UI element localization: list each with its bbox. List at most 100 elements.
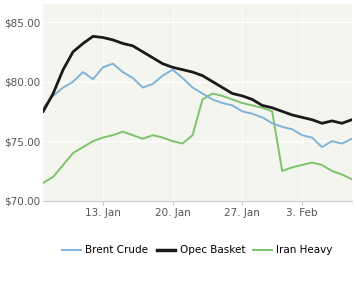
Iran Heavy [190, 134, 195, 137]
Brent Crude [131, 76, 135, 80]
Brent Crude [111, 62, 115, 65]
Brent Crude [180, 76, 185, 80]
Opec Basket [250, 98, 255, 101]
Opec Basket [151, 56, 155, 60]
Brent Crude [41, 106, 45, 110]
Opec Basket [260, 103, 265, 107]
Opec Basket [111, 38, 115, 42]
Iran Heavy [161, 136, 165, 140]
Brent Crude [260, 116, 265, 119]
Line: Brent Crude: Brent Crude [43, 64, 352, 147]
Brent Crude [101, 65, 105, 69]
Opec Basket [290, 113, 294, 117]
Iran Heavy [151, 134, 155, 137]
Brent Crude [290, 128, 294, 131]
Opec Basket [121, 42, 125, 45]
Opec Basket [51, 92, 55, 95]
Opec Basket [330, 119, 334, 123]
Brent Crude [310, 136, 314, 140]
Iran Heavy [210, 92, 215, 95]
Iran Heavy [350, 178, 354, 181]
Iran Heavy [91, 140, 95, 143]
Opec Basket [71, 50, 75, 54]
Brent Crude [280, 125, 284, 129]
Iran Heavy [260, 106, 265, 110]
Opec Basket [320, 122, 324, 125]
Iran Heavy [180, 142, 185, 145]
Opec Basket [141, 50, 145, 54]
Brent Crude [91, 77, 95, 81]
Opec Basket [200, 74, 205, 77]
Brent Crude [320, 145, 324, 149]
Opec Basket [270, 106, 274, 110]
Brent Crude [240, 110, 245, 113]
Brent Crude [61, 86, 65, 89]
Opec Basket [220, 86, 225, 89]
Iran Heavy [320, 163, 324, 167]
Brent Crude [300, 134, 304, 137]
Brent Crude [151, 82, 155, 86]
Opec Basket [171, 65, 175, 69]
Opec Basket [81, 42, 85, 45]
Iran Heavy [250, 103, 255, 107]
Iran Heavy [51, 175, 55, 179]
Brent Crude [161, 74, 165, 77]
Brent Crude [51, 94, 55, 98]
Opec Basket [350, 118, 354, 122]
Brent Crude [171, 68, 175, 71]
Iran Heavy [240, 101, 245, 105]
Iran Heavy [340, 173, 344, 176]
Iran Heavy [81, 145, 85, 149]
Line: Opec Basket: Opec Basket [43, 36, 352, 123]
Opec Basket [161, 62, 165, 65]
Brent Crude [340, 142, 344, 145]
Opec Basket [310, 118, 314, 122]
Legend: Brent Crude, Opec Basket, Iran Heavy: Brent Crude, Opec Basket, Iran Heavy [58, 241, 337, 260]
Iran Heavy [220, 94, 225, 98]
Iran Heavy [270, 110, 274, 113]
Iran Heavy [300, 163, 304, 167]
Iran Heavy [101, 136, 105, 140]
Brent Crude [220, 101, 225, 105]
Iran Heavy [61, 163, 65, 167]
Opec Basket [190, 70, 195, 74]
Iran Heavy [280, 169, 284, 173]
Opec Basket [101, 36, 105, 39]
Opec Basket [210, 80, 215, 83]
Brent Crude [121, 70, 125, 74]
Opec Basket [280, 110, 284, 113]
Iran Heavy [330, 169, 334, 173]
Iran Heavy [41, 181, 45, 184]
Opec Basket [131, 44, 135, 48]
Iran Heavy [290, 166, 294, 169]
Opec Basket [340, 122, 344, 125]
Opec Basket [180, 68, 185, 71]
Iran Heavy [131, 134, 135, 137]
Brent Crude [71, 80, 75, 83]
Brent Crude [230, 103, 235, 107]
Iran Heavy [111, 134, 115, 137]
Iran Heavy [121, 130, 125, 134]
Brent Crude [250, 112, 255, 116]
Opec Basket [61, 68, 65, 71]
Iran Heavy [230, 98, 235, 101]
Brent Crude [81, 70, 85, 74]
Iran Heavy [200, 98, 205, 101]
Opec Basket [41, 110, 45, 113]
Opec Basket [230, 92, 235, 95]
Iran Heavy [71, 151, 75, 155]
Brent Crude [190, 86, 195, 89]
Iran Heavy [171, 140, 175, 143]
Brent Crude [350, 137, 354, 141]
Iran Heavy [141, 137, 145, 141]
Brent Crude [330, 140, 334, 143]
Opec Basket [300, 116, 304, 119]
Line: Iran Heavy: Iran Heavy [43, 94, 352, 183]
Brent Crude [141, 86, 145, 89]
Brent Crude [210, 98, 215, 101]
Opec Basket [91, 34, 95, 38]
Brent Crude [270, 122, 274, 125]
Brent Crude [200, 92, 205, 95]
Opec Basket [240, 94, 245, 98]
Iran Heavy [310, 161, 314, 164]
